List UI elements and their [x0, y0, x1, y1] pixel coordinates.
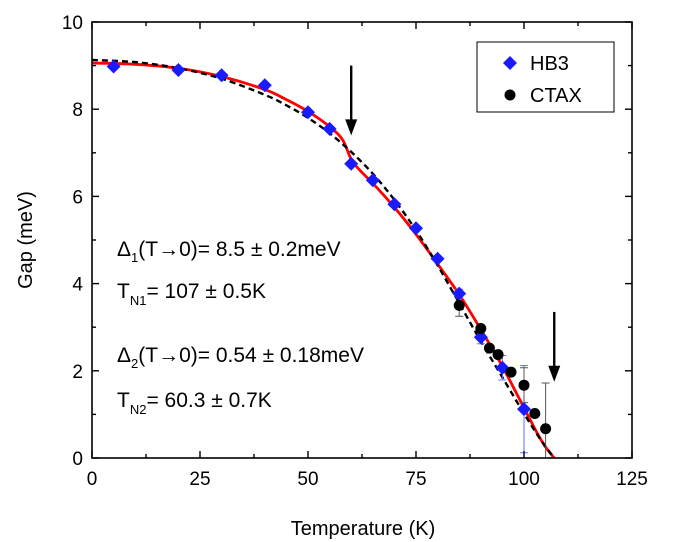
data-point-ctax: [529, 408, 541, 420]
legend-marker-hb3: [503, 56, 517, 70]
data-point-hb3: [387, 197, 402, 212]
data-point-hb3: [473, 330, 488, 345]
arrows: [345, 65, 561, 382]
legend: HB3 CTAX: [476, 41, 615, 113]
data-point-ctax: [492, 349, 504, 361]
data-point-ctax: [505, 366, 517, 378]
legend-marker-ctax: [504, 89, 516, 101]
annotation-delta1: Δ1(T→0)= 8.5 ± 0.2meV: [117, 238, 341, 265]
arrow-head: [548, 365, 561, 382]
delta1-subscript: 1: [131, 250, 138, 265]
data-point-ctax: [483, 342, 495, 354]
annotation-tn2: TN2= 60.3 ± 0.7K: [117, 389, 272, 417]
data-point-hb3: [106, 59, 121, 74]
data-point-ctax: [540, 423, 552, 435]
data-point-hb3: [365, 173, 380, 188]
data-point-hb3: [257, 78, 272, 93]
data-point-ctax: [475, 323, 487, 335]
annotation-delta2: Δ2(T→0)= 0.54 ± 0.18meV: [117, 344, 364, 371]
tn1-subscript: N1: [130, 293, 147, 308]
x-tick-label: 100: [508, 469, 540, 490]
x-tick-label: 25: [189, 469, 210, 490]
x-tick-label: 125: [616, 469, 648, 490]
delta2-subscript: 2: [131, 356, 138, 371]
x-axis-title: Temperature (K): [291, 518, 436, 540]
data-points: [106, 59, 552, 435]
data-point-hb3: [517, 402, 531, 417]
y-tick-label: 4: [72, 275, 83, 296]
data-point-hb3: [344, 156, 359, 171]
delta2-symbol: Δ: [117, 344, 131, 367]
data-point-hb3: [171, 62, 186, 77]
data-point-ctax: [453, 299, 465, 311]
legend-label-ctax: CTAX: [530, 85, 582, 107]
tn2-text: = 60.3 ± 0.7K: [146, 389, 271, 412]
data-point-hb3: [301, 105, 315, 120]
annotation-tn1: TN1= 107 ± 0.5K: [117, 280, 266, 308]
axis-ticks: 0 25 50 75 100 125 0 2 4 6 8 10: [62, 13, 648, 490]
y-tick-label: 2: [72, 362, 83, 383]
data-point-hb3: [322, 121, 337, 136]
x-tick-label: 50: [297, 469, 318, 490]
y-tick-label: 6: [72, 187, 83, 208]
fit-curve-solid: [92, 61, 556, 458]
tn1-text: = 107 ± 0.5K: [146, 280, 266, 303]
data-point-hb3: [409, 221, 423, 236]
data-point-hb3: [430, 251, 445, 266]
delta1-symbol: Δ: [117, 238, 131, 261]
y-tick-label: 0: [72, 449, 83, 470]
x-tick-label: 75: [405, 469, 426, 490]
y-tick-label: 8: [72, 100, 83, 121]
tn1-symbol: T: [117, 280, 130, 303]
y-tick-label: 10: [62, 13, 83, 34]
data-point-hb3: [452, 286, 467, 301]
legend-box: [476, 41, 615, 113]
delta1-text: (T→0)= 8.5 ± 0.2meV: [138, 238, 340, 261]
delta2-text: (T→0)= 0.54 ± 0.18meV: [138, 344, 364, 367]
tn2-subscript: N2: [130, 402, 147, 417]
y-axis-title: Gap (meV): [15, 191, 37, 289]
data-point-hb3: [214, 68, 229, 83]
x-tick-label: 0: [87, 469, 98, 490]
arrow-head: [345, 119, 358, 136]
data-point-ctax: [518, 379, 530, 391]
tn2-symbol: T: [117, 389, 130, 412]
legend-label-hb3: HB3: [530, 53, 569, 75]
